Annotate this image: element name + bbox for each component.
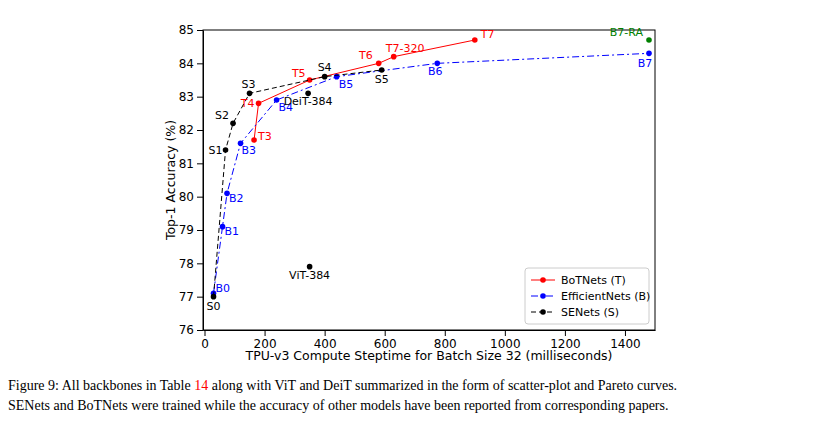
y-axis: 76 77 78 79 80 81 82 83 84 85 — [179, 23, 204, 337]
tick-label: 79 — [179, 223, 194, 237]
legend-marker — [540, 309, 546, 315]
series-line — [254, 40, 475, 140]
point-label: T3 — [257, 130, 272, 143]
data-point — [251, 137, 257, 143]
x-axis-title: TPU-v3 Compute Steptime for Batch Size 3… — [245, 348, 613, 363]
tick-label: 76 — [179, 323, 194, 337]
tick: 1400 — [610, 330, 641, 351]
tick: 83 — [179, 90, 203, 104]
tick: 78 — [179, 257, 203, 271]
legend-label: EfficientNets (B) — [561, 290, 650, 303]
point-label: T6 — [358, 49, 373, 62]
tick-mark — [505, 330, 506, 336]
data-point — [247, 91, 253, 97]
plot-frame — [203, 30, 655, 330]
data-point — [379, 67, 385, 73]
tick-label: 1400 — [610, 337, 641, 351]
point-label: S5 — [375, 73, 389, 86]
point-label: B3 — [242, 144, 257, 157]
tick-mark — [385, 330, 386, 336]
point-label: T5 — [291, 67, 306, 80]
data-point — [322, 74, 328, 80]
data-point — [646, 37, 652, 43]
data-point — [256, 101, 262, 107]
tick: 82 — [179, 123, 203, 137]
point-label: B7-RA — [610, 26, 644, 39]
tick-label: 82 — [179, 123, 194, 137]
tick-mark — [197, 263, 203, 264]
point-label: T7-320 — [385, 42, 425, 55]
y-axis-title: Top-1 Accuracy (%) — [163, 120, 178, 241]
legend-label: BoTNets (T) — [561, 274, 626, 287]
tick: 0 — [201, 330, 209, 351]
tick-mark — [265, 330, 266, 336]
point-label: S1 — [209, 144, 223, 157]
tick-mark — [625, 330, 626, 336]
tick: 84 — [179, 57, 203, 71]
tick: 80 — [179, 190, 203, 204]
tick-label: 84 — [179, 57, 194, 71]
legend-marker — [540, 293, 546, 299]
tick-label: 78 — [179, 257, 194, 271]
tick-mark — [197, 230, 203, 231]
tick-mark — [445, 330, 446, 336]
tick-mark — [197, 197, 203, 198]
tick-mark — [197, 163, 203, 164]
point-label: S3 — [242, 78, 256, 91]
data-point — [230, 121, 236, 127]
tick-mark — [197, 297, 203, 298]
caption-text: SENets and BoTNets were trained while th… — [8, 398, 668, 413]
tick-label: 77 — [179, 290, 194, 304]
point-label: B1 — [225, 225, 240, 238]
tick-mark — [565, 330, 566, 336]
tick: 76 — [179, 323, 203, 337]
tick-mark — [197, 63, 203, 64]
tick: 79 — [179, 223, 203, 237]
point-label: B7 — [638, 57, 653, 70]
tick: 77 — [179, 290, 203, 304]
caption-text: Figure 9: All backbones in Table — [8, 378, 194, 393]
point-label: S2 — [215, 109, 229, 122]
point-label: B2 — [229, 192, 244, 205]
series-line — [214, 70, 382, 297]
data-point — [223, 147, 229, 153]
caption-line: Figure 9: All backbones in Table 14 alon… — [8, 378, 677, 393]
point-label: B0 — [216, 282, 231, 295]
tick-label: 80 — [179, 190, 194, 204]
caption-text: along with ViT and DeiT summarized in th… — [208, 378, 677, 393]
tick-mark — [205, 330, 206, 336]
legend-marker — [540, 277, 546, 283]
tick-mark — [197, 97, 203, 98]
tick-mark — [325, 330, 326, 336]
point-label: T7 — [480, 28, 495, 41]
data-point — [376, 61, 382, 67]
tick-mark — [197, 30, 203, 31]
plot-marks — [211, 37, 652, 299]
caption-text: 14 — [194, 378, 208, 393]
tick-mark — [197, 330, 203, 331]
legend-label: SENets (S) — [561, 306, 619, 319]
series-line — [214, 53, 649, 293]
point-label: T4 — [240, 97, 255, 110]
point-label: B6 — [428, 65, 443, 78]
tick-label: 85 — [179, 23, 194, 37]
point-label: S0 — [207, 300, 221, 313]
point-label: S4 — [318, 61, 332, 74]
tick-label: 81 — [179, 157, 194, 171]
caption: Figure 9: All backbones in Table 14 alon… — [8, 378, 677, 413]
data-point — [646, 51, 652, 57]
point-label: DeiT-384 — [284, 95, 333, 108]
data-point — [472, 37, 478, 43]
tick-label: 83 — [179, 90, 194, 104]
tick: 81 — [179, 157, 203, 171]
tick: 85 — [179, 23, 203, 37]
caption-line: SENets and BoTNets were trained while th… — [8, 398, 668, 413]
legend: BoTNets (T) EfficientNets (B) SENets (S) — [525, 268, 650, 324]
point-label: ViT-384 — [289, 269, 330, 282]
point-label: B5 — [339, 78, 354, 91]
tick-mark — [197, 130, 203, 131]
tick-label: 0 — [201, 337, 209, 351]
data-point — [391, 54, 397, 60]
chart: 0200400600800100012001400767778798081828… — [0, 0, 832, 426]
